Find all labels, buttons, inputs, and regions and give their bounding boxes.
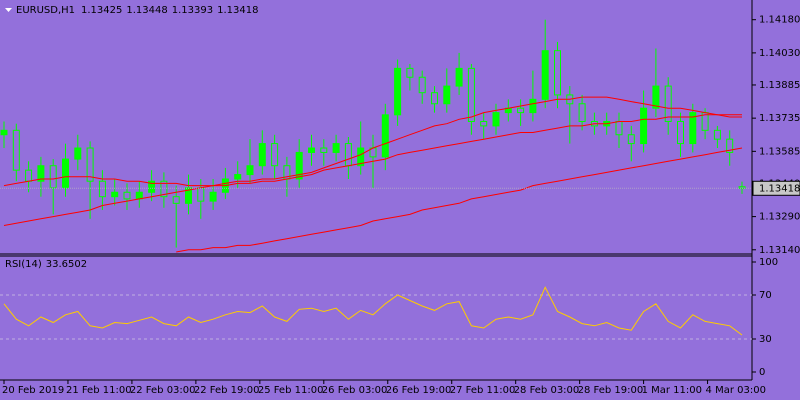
candle-body [25,169,33,182]
candle-body [258,143,266,167]
candle-body [49,165,57,189]
x-tick-label: 27 Feb 11:00 [450,385,516,396]
last-price-label: 1.13418 [759,183,800,194]
x-tick-label: 21 Feb 11:00 [66,385,132,396]
candle-body [148,180,156,193]
chart-header: EURUSD,H1 1.13425 1.13448 1.13393 1.13418 [16,5,258,16]
candle-body [271,143,279,167]
menu-arrow[interactable] [5,8,12,12]
rsi-value: 33.6502 [46,259,87,270]
candle-body [480,120,488,127]
y-tick-label: 0 [759,367,765,378]
candle-body [111,191,119,198]
candle-body [689,112,697,145]
y-tick-label: 1.13290 [759,212,800,223]
candle-body [246,165,254,176]
y-tick-label: 30 [759,334,772,345]
candle-body [627,134,635,145]
candle-body [37,165,45,182]
candle-body [74,147,82,160]
candle-body [529,98,537,114]
candle-body [197,187,205,202]
symbol: EURUSD,H1 [16,5,75,16]
candle-body [172,196,180,204]
moving-average [3,96,742,187]
rsi-header: RSI(14) 33.6502 [5,259,87,270]
y-tick-label: 1.14180 [759,15,800,26]
x-tick-label: 4 Mar 03:00 [706,385,766,396]
candle-body [381,114,389,158]
x-tick-label: 22 Feb 19:00 [194,385,260,396]
frame [0,0,753,381]
y-tick-label: 1.13735 [759,113,800,124]
candle-body [86,147,94,182]
x-tick-label: 28 Feb 03:00 [514,385,580,396]
candle-body [308,147,315,153]
candle-body [234,174,242,180]
rsi-line [3,286,743,336]
candle-body [160,180,168,198]
y-tick-label: 100 [759,257,778,268]
x-tick-label: 26 Feb 03:00 [322,385,388,396]
close-value: 1.13418 [217,5,258,16]
low-value: 1.13393 [172,5,213,16]
candle-body [664,85,672,122]
x-tick-label: 22 Feb 03:00 [130,385,196,396]
candle-body [394,67,402,116]
candle-body [726,138,734,153]
candle-body [418,76,426,94]
candle-body [431,92,438,105]
candle-body [554,50,561,96]
candle-body [652,85,660,109]
candle-body [123,191,131,200]
candle-body [677,120,684,145]
candle-body [517,107,525,114]
y-tick-label: 1.13140 [759,245,800,256]
x-tick-label: 25 Feb 11:00 [258,385,324,396]
candle-body [455,67,463,87]
high-value: 1.13448 [126,5,167,16]
candle-body [12,129,20,171]
candle-body [135,191,143,200]
candle-body [320,147,328,153]
candle-body [467,67,475,122]
x-tick-label: 26 Feb 19:00 [386,385,452,396]
open-value: 1.13425 [81,5,122,16]
x-tick-label: 20 Feb 2019 [2,385,64,396]
candle-body [541,50,549,100]
candle-body [295,151,303,180]
candle-body [578,103,586,122]
last-price-box [752,180,800,196]
y-tick-label: 1.14030 [759,48,800,59]
y-tick-label: 70 [759,290,772,301]
candle-body [713,129,721,140]
candle-body [209,191,217,202]
y-tick-label: 1.13885 [759,80,800,91]
candle-body [98,180,106,198]
x-tick-label: 28 Feb 19:00 [578,385,644,396]
candle-body [406,67,414,78]
candle-body [492,112,500,127]
candle-body [640,107,648,145]
rsi-title: RSI(14) [5,259,42,270]
x-tick-label: 1 Mar 11:00 [642,385,702,396]
candle-body [332,143,340,153]
moving-average [176,147,743,253]
candle-body [62,158,69,189]
candle-body [0,129,8,136]
candle-body [615,120,623,136]
candle-body [357,147,365,167]
candle-body [344,143,352,167]
moving-average [3,114,742,226]
candle-body [443,85,451,105]
y-tick-label: 1.13585 [759,146,800,157]
